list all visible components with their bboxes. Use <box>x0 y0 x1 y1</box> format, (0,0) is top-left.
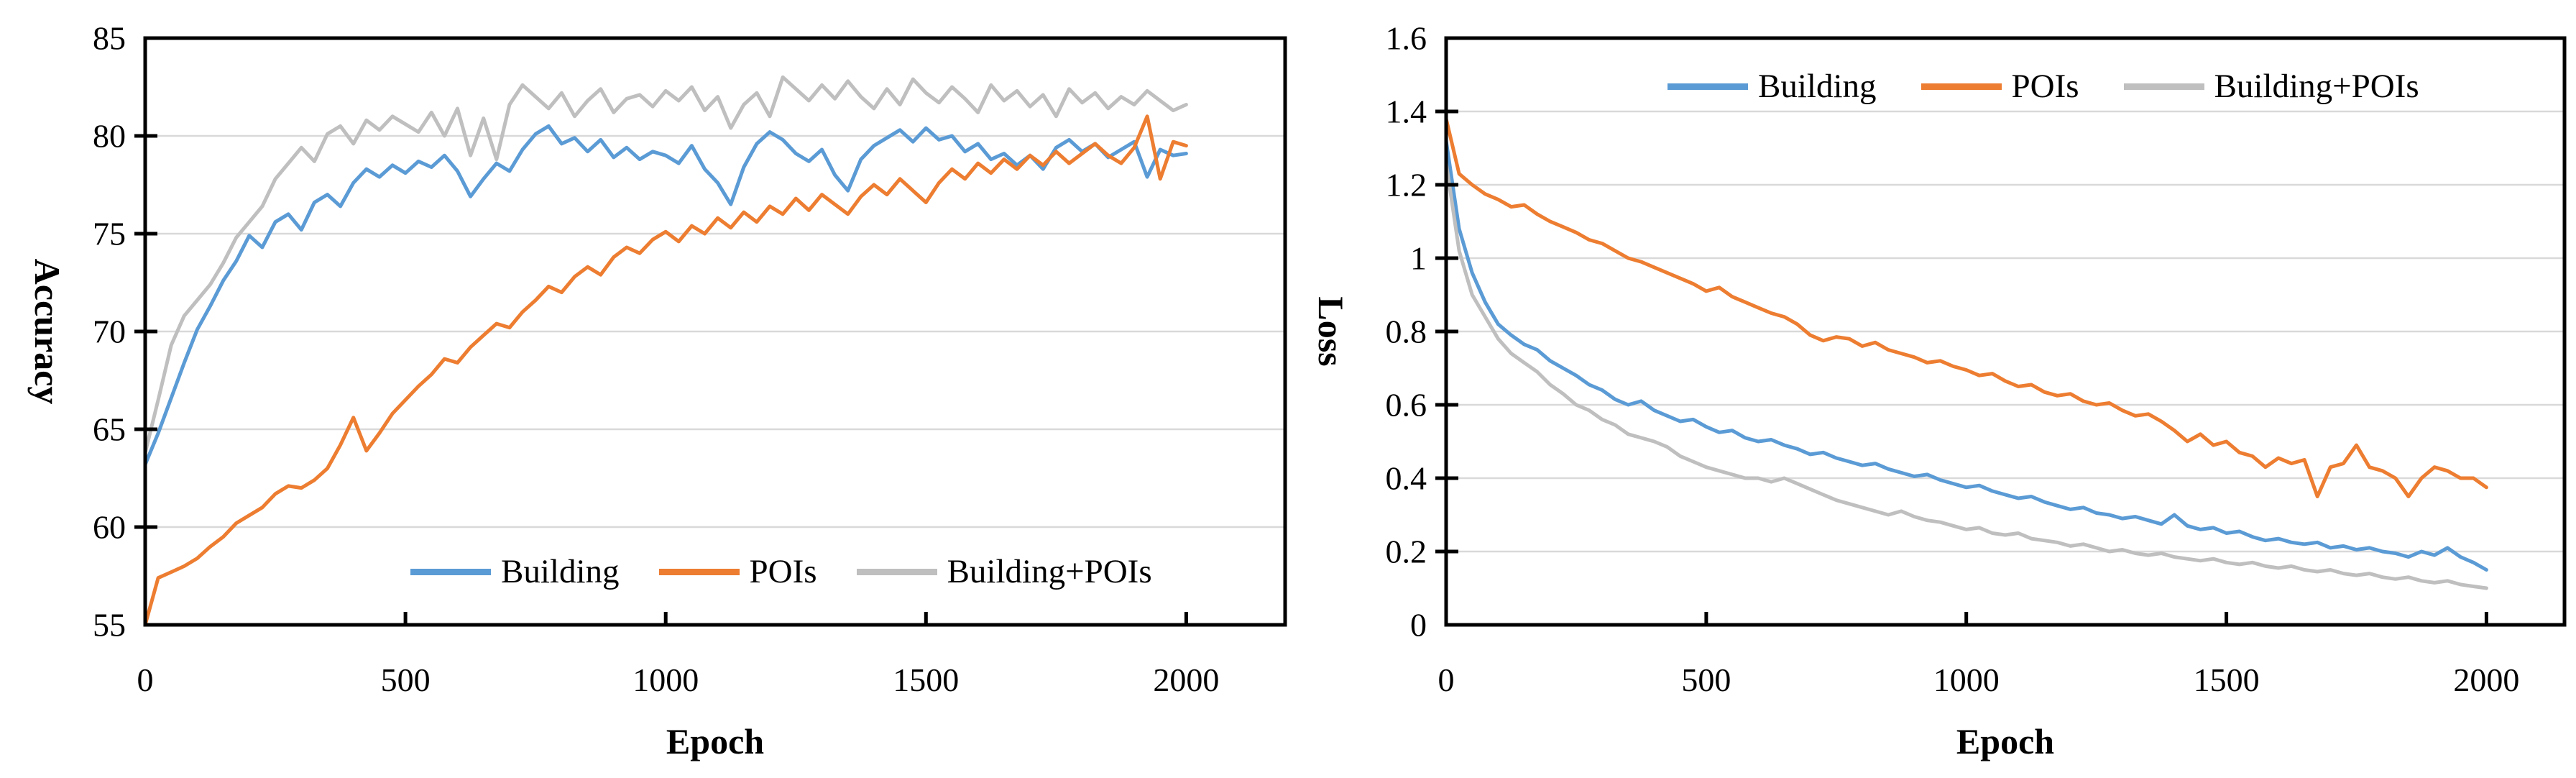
legend-item-building-pois: Building+POIs <box>856 552 1152 591</box>
svg-text:0.4: 0.4 <box>1386 460 1427 497</box>
svg-text:1.6: 1.6 <box>1386 20 1427 57</box>
svg-text:55: 55 <box>93 607 126 644</box>
building-pois-line-swatch-icon <box>2123 83 2204 90</box>
svg-text:500: 500 <box>1681 662 1731 698</box>
svg-text:65: 65 <box>93 411 126 448</box>
legend-item-pois: POIs <box>658 552 817 591</box>
svg-text:80: 80 <box>93 118 126 155</box>
pois-line-swatch-icon <box>658 568 740 575</box>
svg-text:0: 0 <box>137 662 154 698</box>
legend-item-building: Building <box>410 552 620 591</box>
svg-text:0.2: 0.2 <box>1386 534 1427 570</box>
accuracy-plot-svg: 55 60 65 70 75 80 85 0 500 1000 1500 2000 <box>93 20 1287 698</box>
svg-text:85: 85 <box>93 20 126 57</box>
building-line-swatch-icon <box>1668 83 1748 90</box>
svg-text:0.6: 0.6 <box>1386 387 1427 424</box>
loss-chart: 0 0.2 0.4 0.6 0.8 1 1.2 1.4 1.6 0 500 1000 1500 2000 … <box>1288 0 2576 778</box>
svg-text:0: 0 <box>1410 607 1427 644</box>
svg-text:1500: 1500 <box>2194 662 2260 698</box>
loss-y-axis-title: Loss <box>1311 296 1351 367</box>
svg-text:1500: 1500 <box>893 662 959 698</box>
loss-x-axis-title: Epoch <box>1956 721 2055 761</box>
pois-line-swatch-icon <box>1920 83 2002 90</box>
building-line-swatch-icon <box>410 568 491 575</box>
accuracy-legend: Building POIs Building+POIs <box>410 552 1152 591</box>
svg-text:1000: 1000 <box>632 662 699 698</box>
legend-item-building-pois: Building+POIs <box>2123 67 2419 106</box>
svg-text:0.8: 0.8 <box>1386 314 1427 350</box>
svg-text:0: 0 <box>1438 662 1455 698</box>
svg-text:1000: 1000 <box>1933 662 2000 698</box>
svg-text:75: 75 <box>93 216 126 252</box>
legend-label: POIs <box>749 553 817 590</box>
legend-label: Building <box>1758 68 1877 105</box>
svg-text:1: 1 <box>1410 240 1427 277</box>
legend-label: Building <box>501 553 620 590</box>
svg-text:2000: 2000 <box>1153 662 1219 698</box>
svg-text:2000: 2000 <box>2453 662 2519 698</box>
accuracy-y-axis-title: Accuracy <box>27 258 68 405</box>
svg-text:70: 70 <box>93 314 126 350</box>
accuracy-x-axis-title: Epoch <box>666 721 765 761</box>
svg-text:500: 500 <box>381 662 431 698</box>
loss-legend: Building POIs Building+POIs <box>1668 67 2419 106</box>
accuracy-chart: 55 60 65 70 75 80 85 0 500 1000 1500 2000 Accuracy … <box>27 20 1287 761</box>
legend-label: Building+POIs <box>947 553 1152 590</box>
svg-text:1.4: 1.4 <box>1386 93 1427 130</box>
loss-plot-svg: 0 0.2 0.4 0.6 0.8 1 1.2 1.4 1.6 0 500 1000 1500 2000 <box>1386 20 2567 698</box>
svg-text:60: 60 <box>93 509 126 546</box>
legend-label: Building+POIs <box>2214 68 2419 105</box>
legend-item-building: Building <box>1668 67 1877 106</box>
legend-item-pois: POIs <box>1920 67 2079 106</box>
svg-text:1.2: 1.2 <box>1386 167 1427 203</box>
building-pois-line-swatch-icon <box>856 568 937 575</box>
legend-label: POIs <box>2011 68 2079 105</box>
